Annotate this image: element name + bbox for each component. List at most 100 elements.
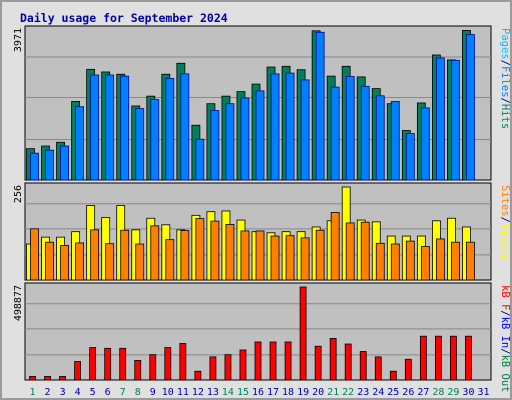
bar-files-day-18 — [285, 72, 295, 181]
day-label-18: 18 — [282, 387, 294, 398]
bar-kbf-day-9 — [149, 354, 157, 381]
bar-kbf-day-30 — [465, 335, 472, 381]
bar-files-day-10 — [165, 77, 175, 181]
bar-kbf-day-12 — [194, 370, 202, 381]
bar-files-day-1 — [30, 152, 39, 181]
legend-item-hits-files-pages-3: / — [499, 98, 510, 104]
day-label-26: 26 — [402, 387, 414, 398]
bar-kbf-day-25 — [389, 370, 397, 381]
day-label-30: 30 — [462, 387, 474, 398]
bar-files-day-24 — [375, 95, 385, 181]
bar-files-day-3 — [60, 145, 69, 181]
bar-files-day-6 — [105, 74, 115, 181]
bar-kbf-day-22 — [344, 343, 352, 381]
bar-sites-day-18 — [285, 235, 295, 281]
day-label-19: 19 — [297, 387, 309, 398]
bar-sites-day-24 — [375, 242, 385, 281]
ymax-label-visits-sites: 256 — [13, 185, 24, 203]
day-label-2: 2 — [45, 387, 51, 398]
bar-kbf-day-8 — [134, 360, 142, 381]
day-label-13: 13 — [207, 387, 219, 398]
legend-item-hits-files-pages-4: Hits — [499, 104, 510, 129]
bar-kbf-day-3 — [59, 376, 66, 381]
day-label-8: 8 — [135, 387, 141, 398]
bar-kbf-day-4 — [74, 361, 82, 381]
bar-kbf-day-23 — [359, 351, 367, 381]
bar-files-day-2 — [45, 149, 54, 181]
chart-title: Daily usage for September 2024 — [20, 11, 228, 25]
day-label-12: 12 — [192, 387, 204, 398]
bar-sites-day-11 — [180, 230, 190, 281]
bar-kbf-day-26 — [404, 358, 412, 381]
legend-item-hits-files-pages-0: Pages — [499, 28, 510, 60]
legend-visits-sites: Sites/Visits — [499, 185, 510, 261]
bar-sites-day-6 — [105, 243, 115, 281]
bar-sites-day-23 — [360, 221, 370, 281]
bar-kbf-day-11 — [179, 343, 187, 381]
legend-item-kbf-in-out-3: / — [499, 348, 510, 354]
day-label-21: 21 — [327, 387, 339, 398]
day-label-1: 1 — [30, 387, 36, 398]
day-label-10: 10 — [162, 387, 174, 398]
bar-kbf-day-27 — [419, 335, 427, 381]
bar-kbf-day-7 — [119, 347, 127, 381]
day-label-3: 3 — [60, 387, 66, 398]
bar-files-day-12 — [195, 138, 205, 181]
bar-sites-day-2 — [45, 241, 54, 281]
bar-kbf-day-20 — [314, 345, 322, 381]
day-label-5: 5 — [90, 387, 96, 398]
legend-kbf-in-out: kB F/kB In/kB Out — [499, 285, 510, 393]
bar-files-day-13 — [210, 110, 220, 181]
bar-files-day-29 — [451, 59, 460, 181]
bar-files-day-5 — [90, 74, 100, 181]
bar-files-day-30 — [466, 34, 475, 181]
legend-hits-files-pages: Pages/Files/Hits — [499, 28, 510, 129]
bar-files-day-9 — [150, 99, 160, 181]
bar-kbf-day-13 — [209, 356, 217, 381]
day-label-14: 14 — [222, 387, 234, 398]
bar-kbf-day-21 — [329, 338, 337, 381]
legend-item-visits-sites-0: Sites — [499, 185, 510, 217]
ymax-label-kbf-in-out: 498877 — [13, 285, 24, 321]
bar-sites-day-10 — [165, 239, 175, 281]
bar-kbf-day-2 — [44, 376, 51, 381]
day-label-9: 9 — [150, 387, 156, 398]
bar-kbf-day-10 — [164, 347, 172, 381]
bar-kbf-day-17 — [269, 341, 277, 381]
bar-sites-day-25 — [390, 243, 400, 281]
legend-item-kbf-in-out-1: / — [499, 310, 510, 316]
ymax-label-hits-files-pages: 3971 — [13, 28, 24, 52]
day-label-25: 25 — [387, 387, 399, 398]
bar-files-day-15 — [240, 97, 250, 181]
bar-sites-day-16 — [255, 230, 265, 281]
bar-sites-day-19 — [300, 237, 310, 281]
legend-item-visits-sites-1: / — [499, 217, 510, 223]
bar-files-day-25 — [390, 101, 400, 181]
bar-sites-day-21 — [330, 212, 340, 281]
bar-files-day-23 — [360, 85, 370, 181]
bar-kbf-day-28 — [434, 335, 442, 381]
bar-kbf-day-29 — [450, 335, 457, 381]
bar-sites-day-26 — [405, 240, 415, 281]
day-label-20: 20 — [312, 387, 324, 398]
day-label-23: 23 — [357, 387, 369, 398]
bar-sites-day-7 — [120, 229, 130, 281]
bar-kbf-day-24 — [374, 356, 382, 381]
day-label-6: 6 — [105, 387, 111, 398]
bar-sites-day-9 — [150, 225, 160, 281]
day-label-11: 11 — [177, 387, 189, 398]
bar-kbf-day-15 — [239, 349, 247, 381]
legend-item-hits-files-pages-1: / — [499, 60, 510, 66]
bar-sites-day-15 — [240, 230, 250, 281]
bar-kbf-day-6 — [104, 347, 112, 381]
legend-item-kbf-in-out-2: kB In — [499, 317, 510, 349]
day-label-29: 29 — [447, 387, 459, 398]
legend-item-kbf-in-out-4: kB Out — [499, 355, 510, 393]
bar-sites-day-12 — [195, 218, 205, 281]
bar-files-day-21 — [330, 86, 340, 181]
day-label-7: 7 — [120, 387, 126, 398]
day-label-27: 27 — [417, 387, 429, 398]
bar-kbf-day-5 — [89, 347, 97, 381]
